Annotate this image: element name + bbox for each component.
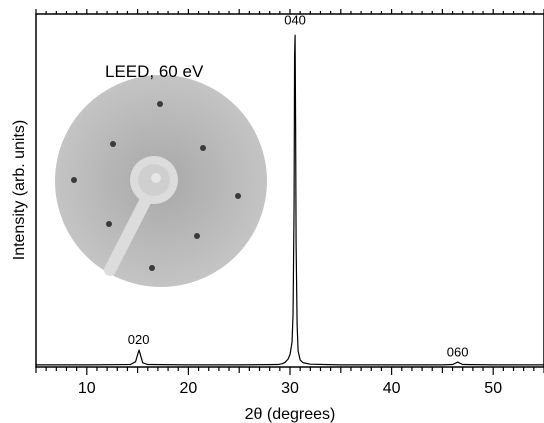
series-line bbox=[36, 34, 544, 366]
series-layer bbox=[36, 34, 544, 366]
y-axis-title: Intensity (arb. units) bbox=[11, 120, 28, 261]
x-tick-label: 50 bbox=[484, 380, 502, 397]
diffraction-spot bbox=[71, 177, 77, 183]
axes: 10 20 30 40 50 bbox=[35, 9, 544, 397]
peak-label: 020 bbox=[128, 332, 150, 347]
diffraction-spot bbox=[194, 233, 200, 239]
diffraction-spot bbox=[149, 265, 155, 271]
x-tick-label: 40 bbox=[383, 380, 401, 397]
x-tick-label: 10 bbox=[78, 380, 96, 397]
x-tick-label: 20 bbox=[180, 380, 198, 397]
x-axis-title: 2θ (degrees) bbox=[245, 406, 336, 423]
x-tick-label: 30 bbox=[281, 380, 299, 397]
annotation-layer: 020 040 060 bbox=[128, 13, 469, 360]
diffraction-spot bbox=[235, 193, 241, 199]
electron-gun-shadow bbox=[104, 156, 178, 276]
peak-label: 040 bbox=[284, 13, 306, 28]
inset-label: LEED, 60 eV bbox=[105, 62, 204, 81]
diffraction-spot bbox=[157, 101, 163, 107]
diffraction-spot bbox=[110, 141, 116, 147]
leed-inset: LEED, 60 eV bbox=[55, 62, 267, 287]
peak-label: 060 bbox=[447, 344, 469, 359]
diffraction-spot bbox=[200, 145, 206, 151]
diffraction-spot bbox=[106, 221, 112, 227]
diffraction-spots bbox=[71, 101, 241, 271]
